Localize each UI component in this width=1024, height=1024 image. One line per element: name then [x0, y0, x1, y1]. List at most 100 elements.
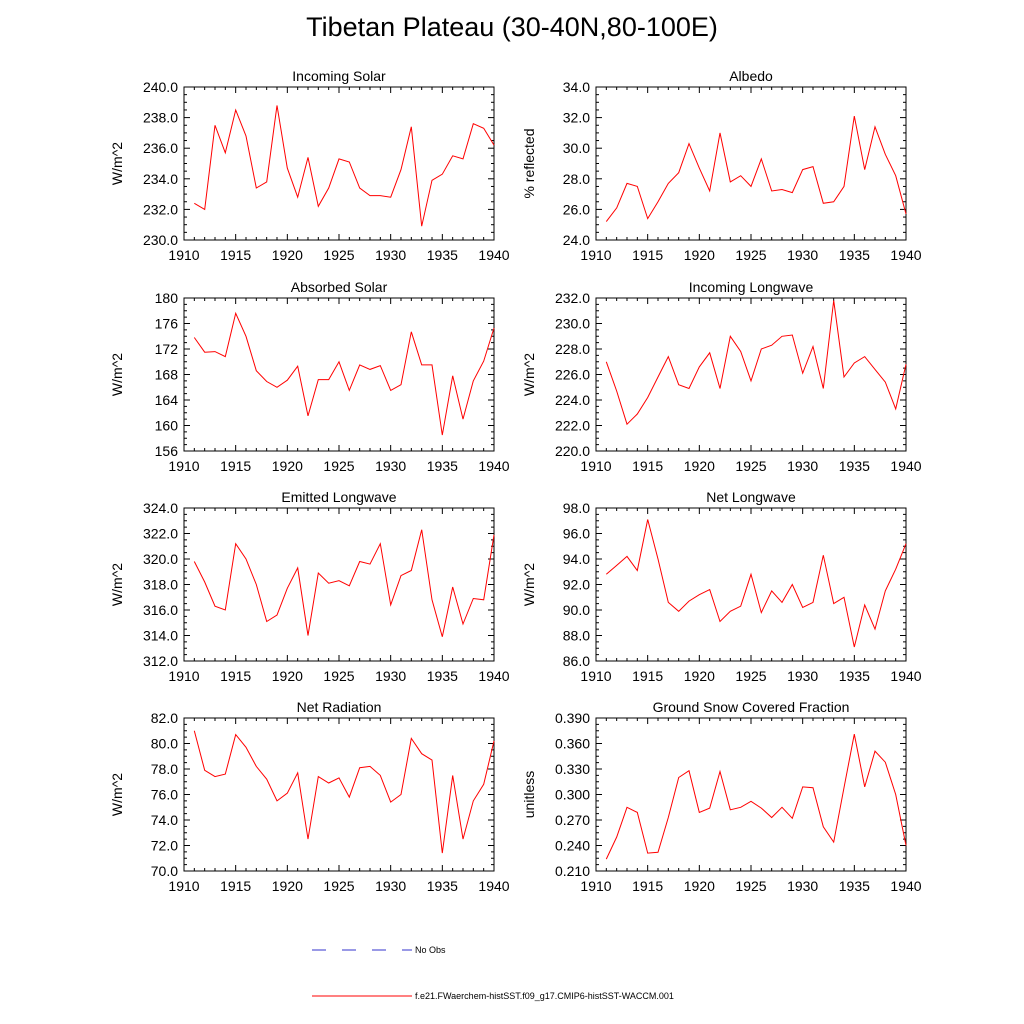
- x-tick-label: 1935: [427, 668, 458, 684]
- panel-title: Net Longwave: [706, 489, 796, 505]
- series-line: [605, 519, 907, 648]
- panel-title: Emitted Longwave: [281, 489, 396, 505]
- x-tick-label: 1910: [580, 458, 611, 474]
- y-tick-label: 224.0: [555, 392, 590, 408]
- x-tick-label: 1930: [375, 878, 406, 894]
- y-tick-label: 228.0: [555, 341, 590, 357]
- x-tick-label: 1920: [684, 668, 715, 684]
- x-tick-label: 1915: [220, 668, 251, 684]
- y-tick-label: 28.0: [563, 171, 590, 187]
- plot-frame: [183, 717, 495, 872]
- x-tick-label: 1925: [735, 247, 766, 263]
- legend-no-obs-label: No Obs: [415, 945, 446, 955]
- y-axis-label: % reflected: [521, 128, 537, 198]
- panel-title: Incoming Solar: [292, 68, 386, 84]
- y-axis-label: W/m^2: [521, 563, 537, 606]
- x-tick-label: 1925: [323, 458, 354, 474]
- x-tick-label: 1925: [735, 458, 766, 474]
- y-axis-label: W/m^2: [109, 142, 125, 185]
- y-tick-label: 94.0: [563, 551, 590, 567]
- x-tick-label: 1935: [427, 878, 458, 894]
- plot-frame: [595, 507, 907, 662]
- panel-7: Net Radiation 1910 1915 1920 1925 1930 1935 194…: [109, 699, 510, 894]
- legend-model-label: f.e21.FWaerchem-histSST.f09_g17.CMIP6-hi…: [415, 991, 674, 1001]
- y-tick-label: 0.360: [555, 736, 590, 752]
- y-axis-label: W/m^2: [109, 563, 125, 606]
- x-tick-label: 1930: [375, 668, 406, 684]
- x-tick-label: 1940: [890, 668, 921, 684]
- y-tick-label: 32.0: [563, 110, 590, 126]
- x-tick-label: 1910: [580, 247, 611, 263]
- x-tick-label: 1920: [272, 878, 303, 894]
- y-tick-label: 168: [155, 367, 179, 383]
- y-axis-label: W/m^2: [521, 353, 537, 396]
- x-tick-label: 1940: [890, 458, 921, 474]
- series-line: [194, 105, 495, 227]
- panel-2: Albedo 1910 1915 1920 1925 1930 1935 1940 24.0 26…: [521, 68, 922, 263]
- x-tick-label: 1930: [787, 878, 818, 894]
- y-tick-label: 92.0: [563, 577, 590, 593]
- x-tick-label: 1920: [272, 458, 303, 474]
- x-tick-label: 1910: [168, 668, 199, 684]
- y-tick-label: 88.0: [563, 628, 590, 644]
- x-tick-label: 1915: [220, 247, 251, 263]
- y-tick-label: 230.0: [555, 316, 590, 332]
- y-tick-label: 220.0: [555, 443, 590, 459]
- x-tick-label: 1930: [787, 668, 818, 684]
- x-tick-label: 1920: [272, 668, 303, 684]
- x-tick-label: 1940: [890, 247, 921, 263]
- x-tick-label: 1940: [478, 458, 509, 474]
- plot-frame: [595, 297, 907, 452]
- y-tick-label: 312.0: [143, 653, 178, 669]
- y-tick-label: 72.0: [151, 838, 178, 854]
- panel-title: Absorbed Solar: [291, 279, 388, 295]
- y-axis-label: unitless: [521, 771, 537, 818]
- y-axis-label: W/m^2: [109, 773, 125, 816]
- y-tick-label: 24.0: [563, 232, 590, 248]
- panel-title: Albedo: [729, 68, 773, 84]
- y-tick-label: 90.0: [563, 602, 590, 618]
- y-tick-label: 164: [155, 392, 179, 408]
- x-tick-label: 1925: [735, 878, 766, 894]
- y-tick-label: 236.0: [143, 140, 178, 156]
- panel-5: Emitted Longwave 1910 1915 1920 1925 1930 1935…: [109, 489, 510, 684]
- plot-frame: [183, 86, 495, 241]
- x-tick-label: 1925: [323, 668, 354, 684]
- x-tick-label: 1915: [632, 458, 663, 474]
- y-tick-label: 316.0: [143, 602, 178, 618]
- y-tick-label: 226.0: [555, 367, 590, 383]
- y-tick-label: 232.0: [143, 201, 178, 217]
- x-tick-label: 1930: [787, 247, 818, 263]
- x-tick-label: 1930: [375, 247, 406, 263]
- y-tick-label: 172: [155, 341, 179, 357]
- x-tick-label: 1935: [839, 668, 870, 684]
- legend: No Obs f.e21.FWaerchem-histSST.f09_g17.C…: [312, 945, 674, 1001]
- plot-frame: [595, 86, 907, 241]
- y-tick-label: 322.0: [143, 526, 178, 542]
- x-tick-label: 1915: [220, 878, 251, 894]
- y-tick-label: 238.0: [143, 110, 178, 126]
- y-tick-label: 80.0: [151, 736, 178, 752]
- x-tick-label: 1940: [478, 878, 509, 894]
- y-tick-label: 180: [155, 290, 179, 306]
- y-tick-label: 232.0: [555, 290, 590, 306]
- series-line: [193, 311, 495, 436]
- panel-8: Ground Snow Covered Fraction 1910 1915 1920…: [521, 699, 922, 894]
- y-tick-label: 0.300: [555, 787, 590, 803]
- x-tick-label: 1920: [272, 247, 303, 263]
- x-tick-label: 1925: [735, 668, 766, 684]
- y-tick-label: 230.0: [143, 232, 178, 248]
- y-tick-label: 222.0: [555, 418, 590, 434]
- x-tick-label: 1915: [632, 668, 663, 684]
- x-tick-label: 1935: [839, 878, 870, 894]
- series-line: [605, 116, 907, 222]
- y-tick-label: 74.0: [151, 812, 178, 828]
- y-tick-label: 240.0: [143, 79, 178, 95]
- x-tick-label: 1935: [427, 458, 458, 474]
- y-tick-label: 234.0: [143, 171, 178, 187]
- x-tick-label: 1910: [168, 247, 199, 263]
- y-tick-label: 70.0: [151, 863, 178, 879]
- x-tick-label: 1915: [220, 458, 251, 474]
- panel-title: Incoming Longwave: [689, 279, 814, 295]
